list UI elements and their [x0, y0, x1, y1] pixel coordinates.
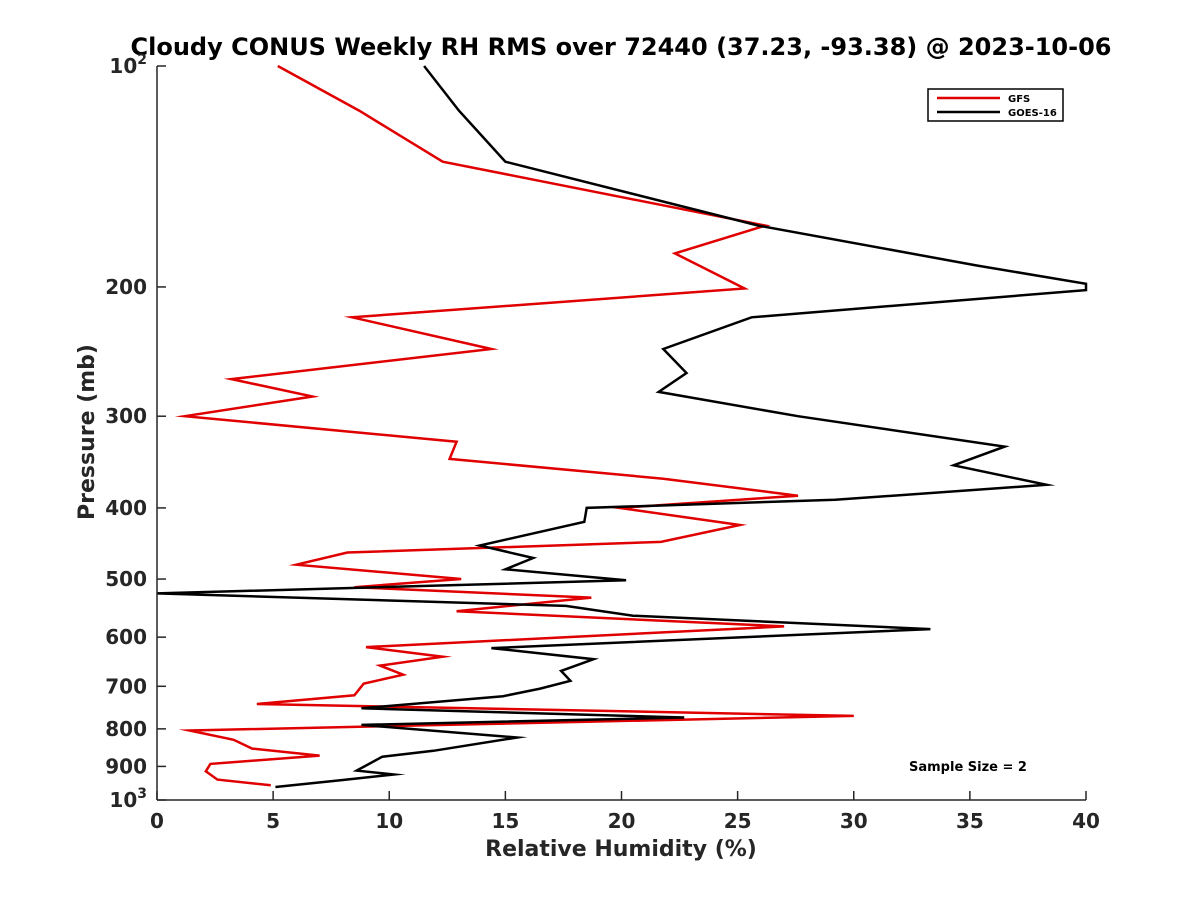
legend-box — [927, 88, 1064, 122]
x-tick-label: 0 — [150, 809, 164, 833]
plot-area — [157, 66, 1086, 800]
y-tick-label: 102 — [109, 52, 147, 78]
y-axis-label: Pressure (mb) — [75, 344, 100, 520]
y-axis-ticks: 102 200 300 400 500 600 700 800 900 103 — [105, 52, 166, 812]
y-tick-label: 600 — [105, 625, 147, 649]
x-axis-ticks: 0 5 10 15 20 25 30 35 40 — [150, 791, 1100, 833]
y-tick-label: 200 — [105, 275, 147, 299]
x-tick-label: 35 — [956, 809, 984, 833]
y-tick-label: 103 — [109, 786, 147, 812]
y-tick-label: 300 — [105, 404, 147, 428]
legend-entry-label: GFS — [1008, 94, 1030, 105]
x-tick-label: 15 — [491, 809, 519, 833]
y-tick-label: 500 — [105, 567, 147, 591]
x-tick-label: 20 — [608, 809, 636, 833]
y-tick-label: 700 — [105, 674, 147, 698]
chart-title: Cloudy CONUS Weekly RH RMS over 72440 (3… — [131, 33, 1112, 61]
x-tick-label: 30 — [840, 809, 868, 833]
legend-entry-label: GOES-16 — [1008, 108, 1057, 119]
sample-size-annotation: Sample Size = 2 — [909, 760, 1027, 775]
y-tick-label: 400 — [105, 496, 147, 520]
x-tick-label: 5 — [266, 809, 280, 833]
x-tick-label: 10 — [375, 809, 403, 833]
series-line-goes-16 — [156, 65, 1088, 789]
x-axis-label: Relative Humidity (%) — [485, 837, 757, 862]
y-tick-label: 800 — [105, 717, 147, 741]
legend: GFS GOES-16 — [927, 88, 1064, 122]
series-line-gfs — [174, 64, 854, 787]
y-tick-label: 900 — [105, 754, 147, 778]
series-layer — [156, 64, 1088, 789]
x-tick-label: 25 — [724, 809, 752, 833]
x-tick-label: 40 — [1072, 809, 1100, 833]
